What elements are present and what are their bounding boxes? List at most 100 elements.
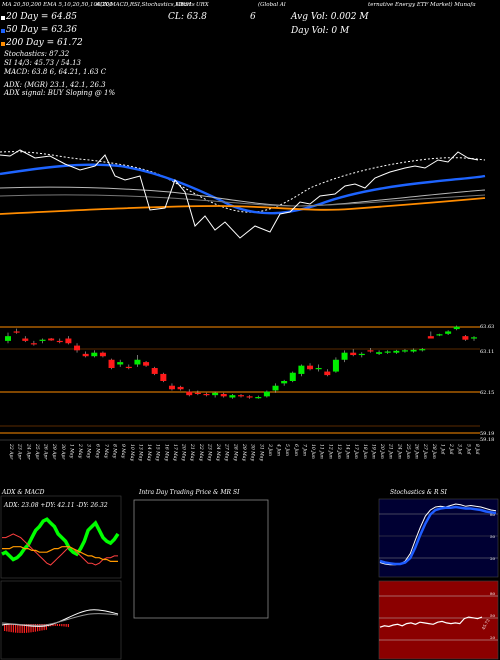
macd-bar (63, 624, 65, 627)
date-tick: 6 May (94, 444, 100, 459)
price-tick-5: 59.18 (480, 437, 494, 443)
candle-body (272, 385, 279, 391)
date-tick: 28 Jun (431, 443, 437, 459)
candle-body (82, 353, 89, 357)
macd-bar (17, 624, 19, 633)
candle-body (125, 366, 132, 369)
stoch-panel: Stochastics & R SI 80 50 20 (378, 489, 499, 578)
date-tick: 18 Jun (362, 444, 368, 459)
ma-legend-20: 20 Day = 64.85 (6, 12, 78, 22)
macd-bar (21, 624, 23, 633)
series-line (379, 505, 497, 566)
ma-200-line (0, 197, 486, 215)
adx-panel: ADX & MACD ADX: 23.08 +DY: 42.11 -DY: 26… (0, 489, 122, 579)
date-tick: 19 Jun (370, 444, 376, 459)
date-tick: 14 May (146, 444, 152, 461)
stoch-tick-80: 80 (490, 512, 496, 517)
date-tick: 1 May (68, 444, 74, 459)
candle-body (453, 326, 460, 330)
date-tick: 2 May (77, 443, 83, 459)
rsi-tick-80: 80 (490, 591, 496, 596)
candle-body (445, 331, 452, 334)
macd-value: MACD: 63.8 6, 64.21, 1.63 C (4, 68, 107, 76)
date-tick: 29 May (241, 443, 247, 461)
date-tick: 8 Jul (474, 444, 480, 455)
candle-body (48, 338, 55, 341)
intraday-title: Intra Day Trading Price & MR SI (138, 489, 240, 496)
candle-body (358, 353, 365, 356)
ma-lines (0, 149, 486, 239)
candle-body (108, 359, 115, 369)
macd-bar (19, 624, 21, 633)
candle-body (220, 393, 227, 397)
ma-legend-50: 50 Day = 63.36 (6, 25, 78, 35)
price-grid: 63.63 63.11 62.15 59.19 59.18 (0, 324, 494, 443)
candle-body (168, 385, 175, 390)
macd-bar (23, 624, 25, 633)
stoch-tick-20: 20 (490, 556, 496, 561)
candle-body (134, 359, 141, 365)
date-tick: 3 Jul (457, 444, 463, 455)
si-value: SI 14/3: 45.73 / 54.13 (4, 59, 81, 67)
date-tick: 2 Jul (448, 443, 454, 455)
date-tick: 30 May (250, 444, 256, 461)
macd-signal-line (1, 613, 119, 626)
candle-body (401, 350, 408, 352)
date-tick: 22 Apr (8, 443, 14, 460)
candle-body (471, 337, 477, 339)
candle-body (212, 392, 219, 396)
intraday-panel: Intra Day Trading Price & MR SI (133, 489, 269, 619)
candle-body (74, 345, 81, 351)
intraday-box (133, 499, 269, 619)
candle-body (427, 336, 434, 339)
date-tick: 3 May (86, 444, 92, 459)
date-tick: 17 Jun (353, 444, 359, 459)
macd-bar (61, 624, 63, 627)
macd-bar (41, 624, 43, 631)
stoch-tick-50: 50 (490, 534, 496, 539)
header-desc-b: ternative Energy ETF Market) Munafa (368, 2, 476, 8)
date-tick: 24 Apr (25, 443, 31, 460)
macd-bar (67, 624, 69, 628)
price-tick-1: 63.63 (480, 324, 494, 330)
candle-body (186, 391, 193, 396)
rsi-tick-20: 20 (490, 635, 496, 640)
date-tick: 23 May (206, 443, 212, 461)
date-tick: 21 May (189, 443, 195, 461)
date-tick: 13 May (137, 444, 143, 461)
candle-body (117, 362, 124, 365)
stochastics-value: Stochastics: 87.32 (4, 50, 70, 58)
date-tick: 11 Jun (319, 444, 325, 459)
header-avg-volume: Avg Vol: 0.002 M (291, 12, 369, 22)
candle-body (307, 365, 314, 370)
candle-body (91, 352, 98, 357)
candle-body (289, 372, 296, 381)
date-tick: 28 May (232, 443, 238, 461)
price-tick-3: 62.15 (480, 390, 494, 396)
date-tick: 29 Apr (51, 443, 57, 460)
date-tick: 14 Jun (345, 444, 351, 459)
series-line (2, 546, 118, 563)
ma-legend-50-swatch (1, 29, 5, 33)
date-tick: 17 May (172, 444, 178, 461)
candle-body (238, 395, 244, 397)
date-tick: 7 May (103, 444, 109, 459)
header-day-volume: Day Vol: 0 M (291, 26, 350, 36)
date-tick: 7 Jun (301, 444, 307, 456)
date-tick: 5 Jun (284, 444, 290, 456)
date-tick: 20 Jun (379, 443, 385, 459)
stoch-panel-title: Stochastics & R SI (390, 489, 447, 496)
candle-body (341, 352, 348, 360)
macd-bar (39, 624, 41, 631)
ema-200-line (0, 194, 486, 207)
candle-body (160, 373, 167, 381)
candle-body (393, 350, 400, 353)
price-line (0, 149, 479, 239)
macd-bar (56, 624, 58, 627)
date-tick: 15 May (155, 444, 161, 461)
header-ma-label: MA 20,50,200 EMA 5,10,20,50,100,200 (2, 2, 113, 8)
candle-body (177, 386, 184, 390)
macd-bar (30, 624, 32, 633)
macd-bar (10, 624, 12, 633)
date-tick: 5 Jul (465, 444, 471, 455)
